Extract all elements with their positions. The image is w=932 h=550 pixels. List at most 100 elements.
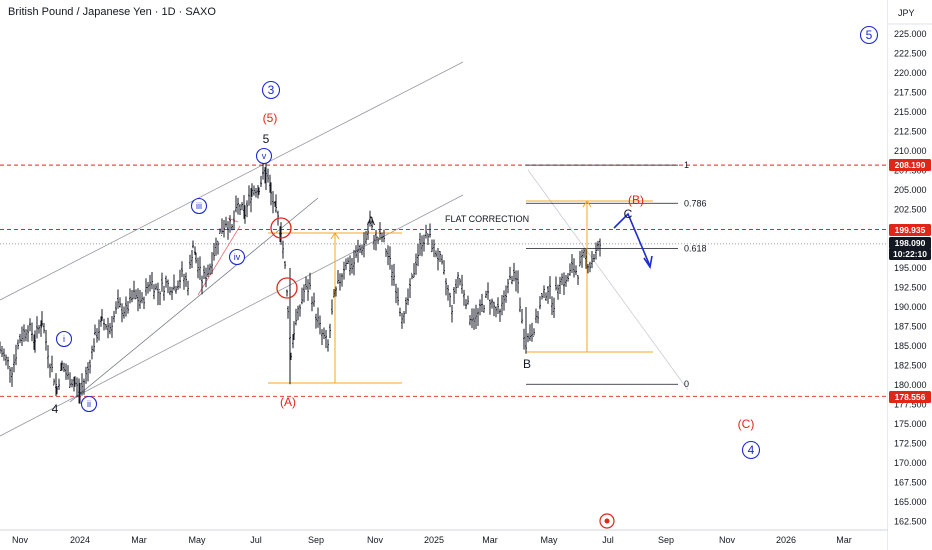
wave-label-red: (B) [628, 193, 644, 207]
x-tick-label: Mar [836, 535, 852, 545]
y-tick-label: 195.000 [894, 263, 927, 273]
x-tick-label: Nov [719, 535, 736, 545]
fib-label: 0.786 [684, 198, 707, 208]
wave-circle [228, 248, 246, 266]
x-tick-label: Sep [658, 535, 674, 545]
wave-label-black: B [523, 357, 531, 371]
y-tick-label: 202.500 [894, 205, 927, 215]
chart-title: British Pound / Japanese Yen · 1D · SAXO [8, 6, 216, 18]
x-ticks: Nov 2024 Mar May Jul Sep Nov 2025 Mar May Jul Sep No… [12, 535, 852, 545]
price-badge-label: 199.935 [895, 225, 926, 235]
x-tick-label: May [540, 535, 558, 545]
fib-label: 1 [684, 160, 689, 170]
y-tick-label: 170.000 [894, 458, 927, 468]
wave-circle [255, 147, 273, 165]
x-tick-label: Sep [308, 535, 324, 545]
price-badge-label: 10:22:10 [893, 249, 927, 259]
price-badge [889, 248, 931, 260]
wave-label-blue: i [63, 334, 65, 344]
y-tick-label: 175.000 [894, 419, 927, 429]
wave-label-blue: v [262, 151, 267, 161]
price-badge-label: 198.090 [895, 238, 926, 248]
inner-trend-line [69, 197, 319, 403]
y-tick-label: 177.500 [894, 400, 927, 410]
y-tick-label: 162.500 [894, 517, 927, 527]
fib-label: 0.618 [684, 244, 707, 254]
wave-circle [859, 25, 879, 45]
wave-label-black: 5 [263, 132, 270, 146]
x-tick-label: Nov [367, 535, 384, 545]
y-tick-label: 215.000 [894, 107, 927, 117]
y-tick-label: 220.000 [894, 68, 927, 78]
wave-label-blue: 3 [268, 83, 275, 97]
y-tick-label: 192.500 [894, 283, 927, 293]
wave-circle [261, 80, 281, 100]
wave-label-red: (A) [280, 395, 296, 409]
flat-correction-label: FLAT CORRECTION [445, 214, 529, 224]
fib-retracement: 1 0.786 0.618 0 [526, 160, 707, 389]
wave-label-blue: ii [87, 399, 91, 409]
price-badge [889, 224, 931, 236]
y-tick-label: 212.500 [894, 127, 927, 137]
x-tick-label: 2025 [424, 535, 444, 545]
price-bars [0, 151, 601, 404]
wave-circle [80, 395, 98, 413]
wave-label-blue: 5 [866, 28, 873, 42]
price-badge [889, 159, 931, 171]
currency-label: JPY [898, 8, 915, 18]
wave-label-black: 4 [52, 402, 59, 416]
x-tick-label: Mar [131, 535, 147, 545]
price-axis[interactable] [888, 0, 932, 550]
x-tick-label: Jul [602, 535, 614, 545]
y-tick-label: 187.500 [894, 322, 927, 332]
projection-arrow [613, 212, 653, 270]
red-highlight-circle-top [270, 217, 292, 239]
y-tick-label: 182.500 [894, 361, 927, 371]
x-tick-label: Nov [12, 535, 29, 545]
wave-label-red: (C) [738, 417, 755, 431]
x-tick-label: 2024 [70, 535, 90, 545]
wave-label-red: (5) [263, 111, 278, 125]
red-trend-line [197, 225, 241, 296]
y-tick-label: 210.000 [894, 146, 927, 156]
wave-label-black: A [367, 214, 375, 228]
y-tick-label: 205.000 [894, 185, 927, 195]
y-tick-label: 172.500 [894, 439, 927, 449]
target-icon[interactable] [599, 513, 615, 529]
y-tick-label: 225.000 [894, 29, 927, 39]
x-tick-label: Mar [482, 535, 498, 545]
wave-circle [55, 330, 73, 348]
fib-label: 0 [684, 379, 689, 389]
projection-arrowhead [643, 255, 653, 270]
y-tick-label: 217.500 [894, 88, 927, 98]
wave-label-blue: 4 [748, 443, 755, 457]
x-tick-label: Jul [250, 535, 262, 545]
y-tick-label: 180.000 [894, 380, 927, 390]
wave-circle [741, 440, 761, 460]
wave-label-blue: iv [234, 252, 241, 262]
y-tick-label: 165.000 [894, 497, 927, 507]
y-tick-label: 190.000 [894, 302, 927, 312]
measure-b-arrowhead [582, 200, 592, 208]
price-badge-label: 208.190 [895, 160, 926, 170]
measure-a-arrowhead [330, 232, 340, 240]
horizontal-levels [0, 164, 888, 397]
wave-circle [190, 197, 208, 215]
upper-channel-line [0, 61, 464, 301]
red-highlight-circle-mid [276, 277, 298, 299]
y-tick-label: 222.500 [894, 49, 927, 59]
y-tick-label: 167.500 [894, 478, 927, 488]
projection-path [613, 212, 651, 267]
x-tick-label: May [188, 535, 206, 545]
price-badge [889, 391, 931, 403]
wave-label-blue: iii [196, 201, 202, 211]
wave-label-black: C [624, 207, 633, 221]
price-badge-label: 178.556 [895, 392, 926, 402]
y-tick-label: 185.000 [894, 341, 927, 351]
diagonal-fib-line [527, 169, 689, 391]
x-tick-label: 2026 [776, 535, 796, 545]
price-badge [889, 237, 931, 249]
